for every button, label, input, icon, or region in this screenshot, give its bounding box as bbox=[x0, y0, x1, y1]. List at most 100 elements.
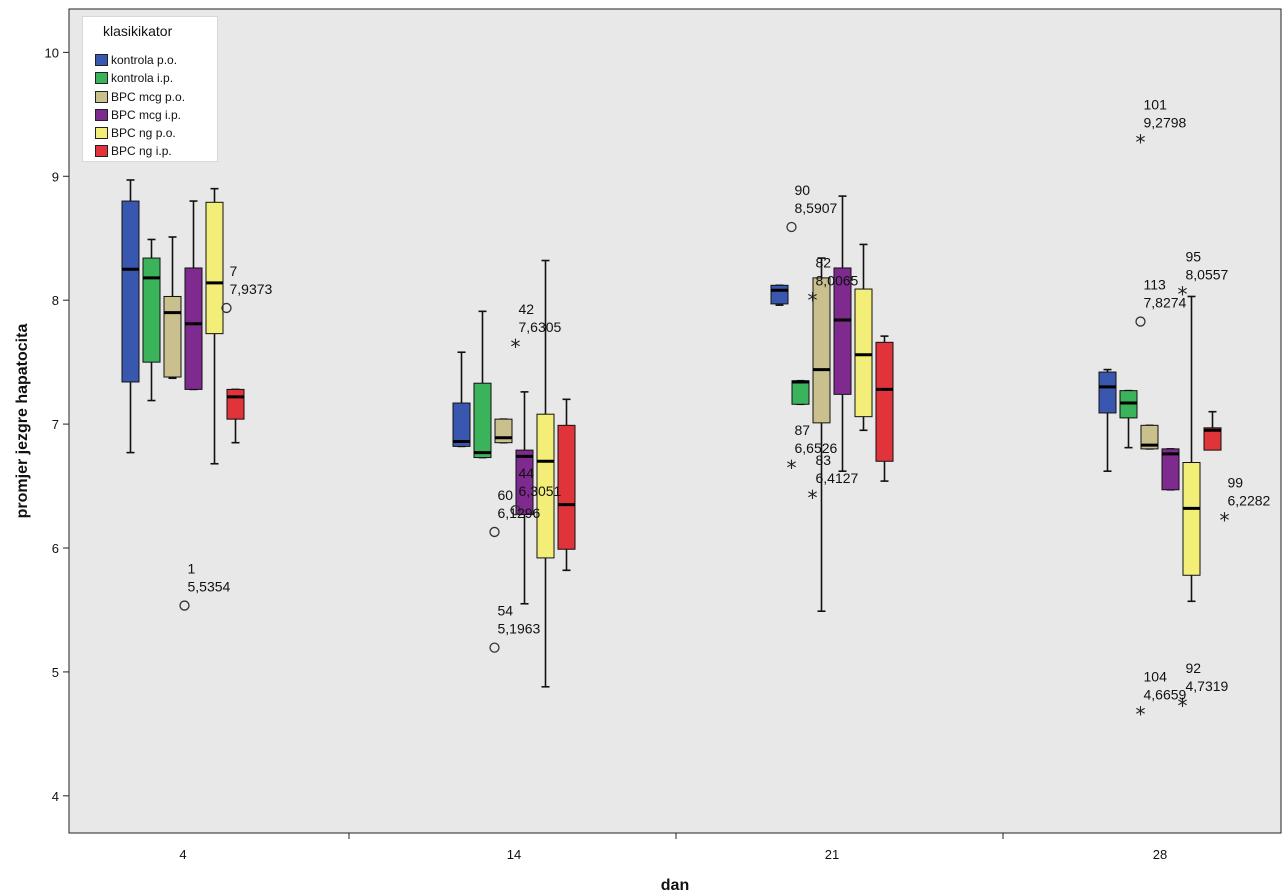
outlier-id-label: 54 bbox=[498, 603, 514, 619]
box bbox=[557, 424, 576, 550]
outlier-annotations: 7 7,9373 1 5,5354 42 7,6305 44 6,3051 60 6,1296 54… bbox=[188, 97, 1271, 703]
box bbox=[1098, 371, 1117, 414]
outlier-id-label: 90 bbox=[795, 182, 811, 198]
box bbox=[1161, 448, 1180, 491]
outlier-star: * bbox=[1136, 702, 1146, 726]
legend-label: BPC mcg i.p. bbox=[111, 108, 182, 122]
box bbox=[854, 288, 873, 418]
legend-label: BPC ng p.o. bbox=[111, 126, 176, 140]
box bbox=[473, 382, 492, 459]
x-tick-label: 4 bbox=[179, 847, 186, 862]
legend-swatch-bpc-mcg-po bbox=[95, 91, 108, 103]
box bbox=[205, 201, 224, 335]
y-tick-label: 5 bbox=[52, 665, 59, 680]
y-tick-label: 10 bbox=[45, 45, 59, 60]
legend-swatch-bpc-mcg-ip bbox=[95, 109, 108, 121]
legend-label: BPC mcg p.o. bbox=[111, 90, 186, 104]
outlier-value-label: 5,1963 bbox=[498, 621, 541, 637]
outlier-id-label: 1 bbox=[188, 561, 196, 577]
outlier-id-label: 83 bbox=[816, 452, 832, 468]
box bbox=[770, 284, 789, 305]
outlier-value-label: 8,0557 bbox=[1186, 266, 1229, 282]
outlier-id-label: 104 bbox=[1144, 668, 1168, 684]
y-tick-label: 6 bbox=[52, 541, 59, 556]
outlier-star: * bbox=[808, 486, 818, 510]
legend-item-bpc-mcg-ip: BPC mcg i.p. bbox=[95, 108, 181, 122]
outliers: * * * * * * * * * bbox=[179, 131, 1230, 726]
box bbox=[875, 341, 894, 462]
box bbox=[121, 200, 140, 383]
y-tick-label: 8 bbox=[52, 293, 59, 308]
outlier-id-label: 44 bbox=[519, 465, 535, 481]
box bbox=[1182, 462, 1201, 576]
outlier-circle bbox=[489, 642, 500, 653]
legend-item-bpc-ng-ip: BPC ng i.p. bbox=[95, 144, 172, 158]
outlier-value-label: 8,0065 bbox=[816, 272, 859, 288]
legend-item-kontrola-po: kontrola p.o. bbox=[95, 53, 177, 67]
outlier-value-label: 9,2798 bbox=[1144, 115, 1187, 131]
outlier-value-label: 7,8274 bbox=[1144, 295, 1187, 311]
outlier-value-label: 4,7319 bbox=[1186, 678, 1229, 694]
outlier-star: * bbox=[1220, 509, 1230, 533]
legend-item-bpc-ng-po: BPC ng p.o. bbox=[95, 126, 176, 140]
x-tick-label: 14 bbox=[507, 847, 521, 862]
legend-title: klasikikator bbox=[103, 23, 173, 39]
legend-item-bpc-mcg-po: BPC mcg p.o. bbox=[95, 90, 185, 104]
legend-swatch-bpc-ng-ip bbox=[95, 145, 108, 157]
box bbox=[1203, 427, 1222, 451]
legend-swatch-bpc-ng-po bbox=[95, 127, 108, 139]
legend-label: kontrola i.p. bbox=[111, 71, 174, 85]
y-tick-label: 4 bbox=[52, 789, 59, 804]
outlier-star: * bbox=[1178, 282, 1188, 306]
x-tick-label: 28 bbox=[1153, 847, 1167, 862]
box bbox=[1140, 424, 1159, 450]
box bbox=[142, 257, 161, 363]
outlier-id-label: 101 bbox=[1144, 97, 1168, 113]
outlier-circle bbox=[221, 302, 232, 314]
outlier-circle bbox=[786, 221, 797, 233]
y-tick-label: 9 bbox=[52, 169, 59, 184]
outlier-id-label: 113 bbox=[1144, 277, 1167, 293]
box bbox=[184, 267, 203, 390]
outlier-id-label: 82 bbox=[816, 254, 832, 270]
outlier-id-label: 60 bbox=[498, 487, 514, 503]
y-axis-title: promjer jezgre hapatocita bbox=[14, 324, 31, 519]
legend-item-kontrola-ip: kontrola i.p. bbox=[95, 71, 173, 85]
box bbox=[226, 388, 245, 420]
x-tick-label: 21 bbox=[825, 847, 839, 862]
box bbox=[163, 295, 182, 378]
outlier-circle bbox=[489, 526, 500, 538]
outlier-id-label: 87 bbox=[795, 422, 811, 438]
outlier-value-label: 7,9373 bbox=[230, 281, 273, 297]
outlier-star: * bbox=[511, 335, 521, 359]
legend-swatch-kontrola-po bbox=[95, 54, 108, 66]
box bbox=[791, 380, 810, 405]
y-tick-label: 7 bbox=[52, 417, 59, 432]
outlier-value-label: 5,5354 bbox=[188, 579, 231, 595]
outlier-id-label: 95 bbox=[1186, 248, 1202, 264]
outlier-id-label: 42 bbox=[519, 301, 535, 317]
outlier-star: * bbox=[787, 456, 797, 480]
outlier-circle bbox=[179, 600, 190, 611]
plot-background bbox=[68, 8, 1282, 834]
outlier-value-label: 6,6526 bbox=[795, 440, 838, 456]
outlier-value-label: 7,6305 bbox=[519, 319, 562, 335]
boxes bbox=[121, 179, 1222, 688]
box bbox=[812, 277, 831, 424]
x-axis-title: dan bbox=[661, 877, 689, 894]
outlier-id-label: 7 bbox=[230, 263, 238, 279]
legend-label: BPC ng i.p. bbox=[111, 144, 172, 158]
outlier-value-label: 6,2282 bbox=[1228, 493, 1271, 509]
outlier-star: * bbox=[1136, 131, 1146, 155]
outlier-value-label: 6,1296 bbox=[498, 505, 541, 521]
box bbox=[452, 402, 471, 447]
box bbox=[515, 449, 534, 516]
outlier-star: * bbox=[808, 288, 818, 312]
outlier-circle bbox=[1135, 316, 1146, 327]
legend: klasikikator kontrola p.o. kontrola i.p.… bbox=[82, 16, 218, 162]
outlier-value-label: 6,3051 bbox=[519, 483, 562, 499]
outlier-value-label: 8,5907 bbox=[795, 200, 838, 216]
outlier-value-label: 6,4127 bbox=[816, 470, 859, 486]
